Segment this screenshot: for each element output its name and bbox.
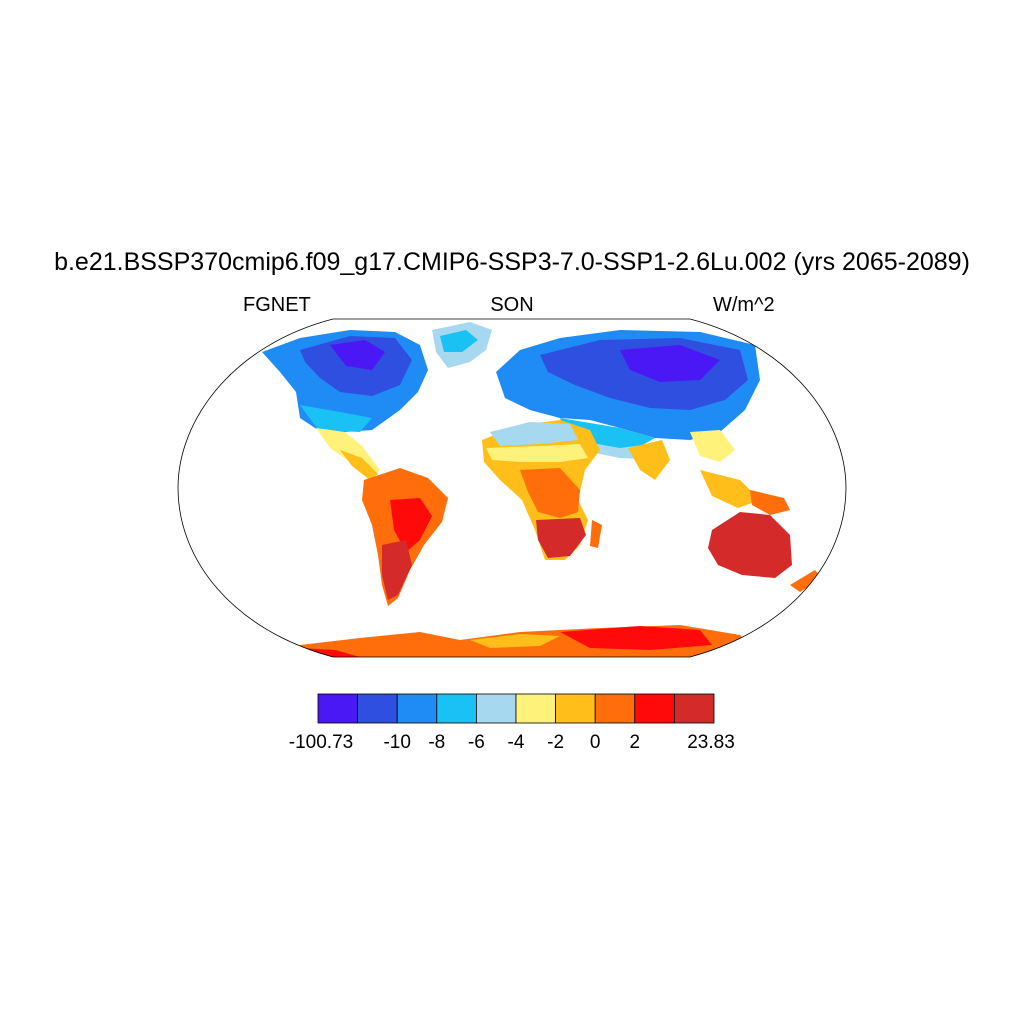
colorbar-swatch: [674, 693, 715, 724]
colorbar-swatch: [357, 693, 398, 724]
colorbar-label: 23.83: [687, 732, 735, 753]
colorbar-swatch: [475, 693, 517, 724]
colorbar-swatch: [555, 693, 596, 724]
plot-title: b.e21.BSSP370cmip6.f09_g17.CMIP6-SSP3-7.…: [54, 248, 970, 276]
colorbar-swatch: [317, 693, 358, 724]
colorbar-swatch: [634, 693, 675, 724]
colorbar-label: 0: [589, 732, 601, 753]
season-label: SON: [490, 294, 534, 316]
colorbar-swatch: [594, 693, 636, 724]
land-field: [262, 322, 822, 657]
colorbar-swatch: [436, 693, 477, 724]
colorbar-label: -2: [547, 732, 565, 753]
colorbar-label: -100.73: [288, 732, 354, 753]
colorbar-label: -4: [507, 732, 525, 753]
australia: [708, 512, 792, 578]
variable-label: FGNET: [243, 294, 311, 316]
colorbar-swatch: [396, 693, 438, 724]
colorbar-label: 2: [629, 732, 641, 753]
colorbar-swatch: [515, 693, 556, 724]
colorbar-label: -6: [467, 732, 485, 753]
colorbar-label: -10: [383, 732, 411, 753]
map-boundary: [177, 318, 847, 658]
units-label: W/m^2: [713, 294, 775, 316]
colorbar: [317, 693, 715, 724]
colorbar-label: -8: [428, 732, 446, 753]
